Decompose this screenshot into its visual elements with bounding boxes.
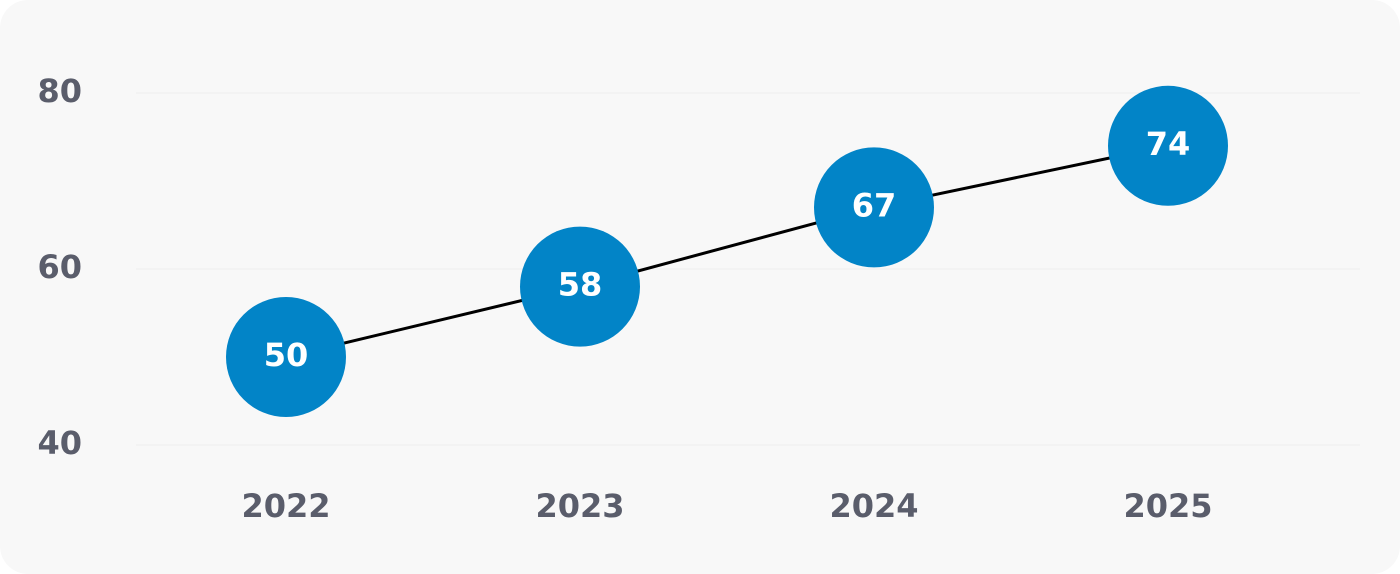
y-tick-label: 80 <box>37 72 82 110</box>
point <box>226 297 346 417</box>
data-label: 67 <box>852 186 897 224</box>
line <box>285 144 1169 359</box>
point <box>1108 85 1228 206</box>
x-tick-label: 2025 <box>1123 487 1212 525</box>
y-tick-label: 60 <box>37 248 82 286</box>
data-label: 50 <box>264 336 309 374</box>
point <box>814 147 934 268</box>
x-tick-label: 2023 <box>535 487 624 525</box>
point <box>520 226 640 347</box>
y-tick-label: 40 <box>37 424 82 462</box>
data-label: 58 <box>558 266 603 304</box>
data-label: 74 <box>1146 125 1191 163</box>
x-tick-label: 2024 <box>829 487 918 525</box>
x-tick-label: 2022 <box>241 487 330 525</box>
